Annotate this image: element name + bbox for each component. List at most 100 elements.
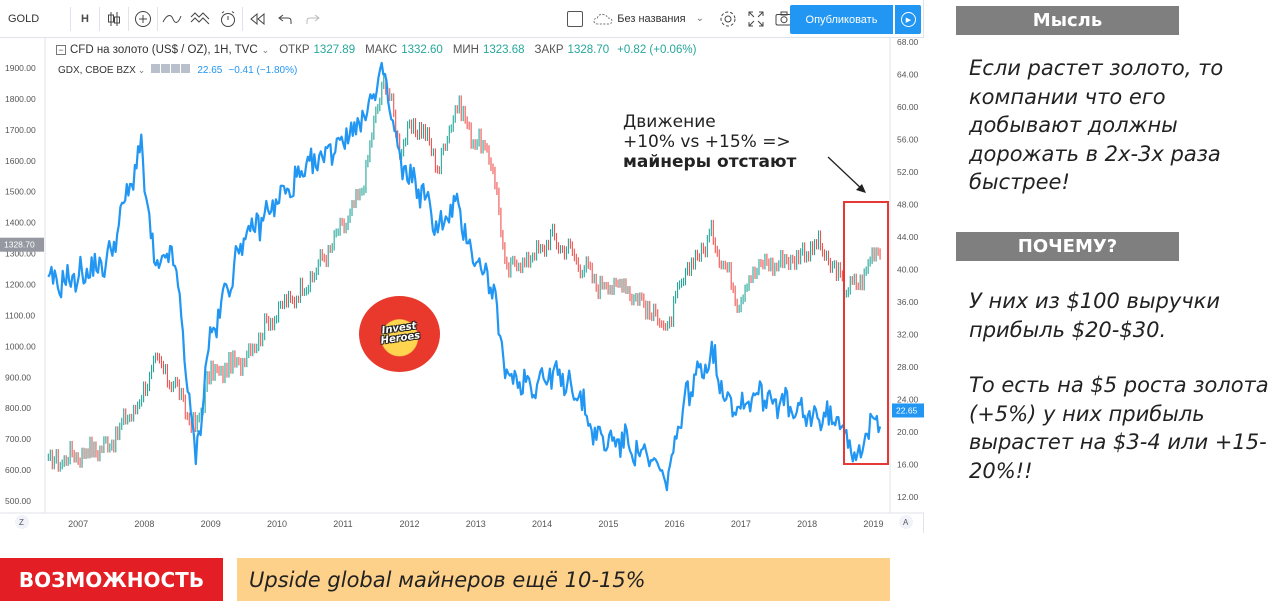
add-indicator-icon[interactable] (129, 0, 157, 38)
why-heading: ПОЧЕМУ? (956, 232, 1179, 261)
right-tick-label: 36.00 (897, 297, 919, 307)
series-controls[interactable] (151, 64, 191, 76)
logo-burst (359, 296, 440, 372)
symbol-search[interactable]: GOLD (8, 12, 40, 25)
x-tick-label: 2010 (267, 519, 287, 529)
scale-button-a[interactable] (899, 515, 913, 529)
chart-annotation: Движение +10% vs +15% => майнеры отстают (623, 112, 796, 172)
right-tick-label: 40.00 (897, 265, 919, 275)
indicators-icon[interactable] (186, 0, 214, 38)
right-tick-label: 64.00 (897, 70, 919, 80)
right-tick-label: 52.00 (897, 167, 919, 177)
x-tick-label: 2014 (532, 519, 552, 529)
annotation-arrowhead (856, 184, 866, 193)
left-tick-label: 1800.00 (5, 94, 36, 104)
x-tick-label: 2007 (68, 519, 88, 529)
scale-button-z-label: Z (19, 518, 24, 527)
publish-button[interactable]: Опубликовать (790, 5, 893, 34)
left-tick-label: 1000.00 (5, 341, 36, 351)
annotation-arrow (827, 156, 865, 192)
left-tick-label: 900.00 (5, 372, 31, 382)
x-tick-label: 2012 (400, 519, 420, 529)
settings-icon[interactable] (161, 64, 171, 73)
gold-price-label-bg (0, 237, 44, 252)
why-text-1: У них из $100 выручки прибыль $20-$30. (969, 289, 1221, 342)
redo-icon[interactable] (299, 0, 327, 38)
scale-button-z[interactable] (15, 515, 29, 529)
main-series-title[interactable]: CFD на золото (US$ / OZ), 1H, TVC (70, 44, 258, 56)
chart-canvas[interactable]: 500.00 600.00 700.00 800.00 900.00 1000.00 110… (0, 0, 924, 533)
layout-icon[interactable] (567, 10, 584, 27)
annotation-line-1: Движение (623, 112, 716, 132)
left-tick-label: 800.00 (5, 403, 31, 413)
chart-panel: 500.00 600.00 700.00 800.00 900.00 1000.00 110… (0, 0, 924, 533)
play-icon: ▶ (900, 12, 916, 27)
close-value: 1328.70 (567, 44, 610, 56)
thought-heading: Мысль (956, 6, 1179, 35)
right-tick-label: 32.00 (897, 330, 919, 340)
left-tick-label: 500.00 (5, 496, 31, 506)
close-icon[interactable] (181, 64, 191, 73)
snapshot-icon[interactable] (770, 0, 798, 38)
annotation-line-3: майнеры отстают (623, 152, 797, 172)
toolbar-divider (242, 6, 243, 31)
chevron-down-icon[interactable]: ⌄ (137, 64, 146, 75)
interval-button[interactable]: H (81, 12, 89, 25)
x-tick-label: 2017 (731, 519, 751, 529)
left-tick-label: 1700.00 (5, 125, 36, 135)
chevron-down-icon[interactable]: ⌄ (695, 13, 704, 24)
gold-price-label: 1328.70 (4, 240, 35, 250)
more-icon[interactable] (171, 64, 181, 73)
right-tick-label: 24.00 (897, 395, 919, 405)
x-tick-label: 2018 (797, 519, 817, 529)
x-tick-label: 2008 (134, 519, 154, 529)
toolbar-divider (157, 6, 158, 31)
left-tick-label: 1300.00 (5, 249, 36, 259)
opportunity-text: Upside global майнеров ещё 10-15% (237, 558, 890, 601)
left-tick-label: 1200.00 (5, 280, 36, 290)
right-axis-area[interactable] (890, 38, 924, 513)
candles-icon[interactable] (100, 0, 128, 38)
left-tick-label: 1100.00 (5, 310, 35, 320)
collapse-icon[interactable]: − (56, 45, 66, 55)
second-series-legend: GDX, CBOE BZX ⌄ 22.65 −0.41 (−1.80%) (58, 64, 297, 76)
second-series-title[interactable]: GDX, CBOE BZX (58, 64, 136, 76)
scale-button-a-label: A (903, 518, 909, 527)
main-series-legend: − CFD на золото (US$ / OZ), 1H, TVC ⌄ ОТ… (56, 44, 696, 56)
left-tick-label: 1400.00 (5, 218, 36, 228)
high-label: МАКС (365, 44, 398, 56)
play-button[interactable]: ▶ (895, 5, 921, 34)
left-tick-label: 1500.00 (5, 187, 36, 197)
toolbar-divider (70, 6, 71, 31)
replay-icon[interactable] (243, 0, 271, 38)
chevron-down-icon[interactable]: ⌄ (261, 44, 270, 55)
high-value: 1332.60 (401, 44, 443, 56)
right-tick-label: 28.00 (897, 362, 919, 372)
left-tick-label: 700.00 (5, 434, 31, 444)
gdx-price-label-bg (892, 403, 924, 418)
low-label: МИН (452, 44, 479, 56)
x-tick-label: 2019 (863, 519, 883, 529)
undo-icon[interactable] (271, 0, 299, 38)
right-tick-label: 16.00 (897, 460, 919, 470)
thought-text: Если растет золото, то компании что его … (969, 56, 1224, 194)
eye-icon[interactable] (151, 64, 161, 73)
gdx-price-label: 22.65 (896, 405, 918, 415)
layout-name[interactable]: Без названия (617, 12, 686, 25)
settings-icon[interactable] (714, 0, 742, 38)
compare-icon[interactable] (158, 0, 186, 38)
toolbar-divider (128, 6, 129, 31)
alert-icon[interactable] (214, 0, 242, 38)
x-tick-label: 2013 (466, 519, 486, 529)
fullscreen-icon[interactable] (742, 0, 770, 38)
x-tick-label: 2016 (665, 519, 685, 529)
right-tick-label: 12.00 (897, 492, 919, 502)
change-value: +0.82 (+0.06%) (617, 44, 697, 56)
left-tick-label: 1900.00 (5, 63, 36, 73)
invest-heroes-logo: Invest Heroes (359, 296, 440, 372)
top-toolbar: GOLD H (0, 0, 924, 38)
annotation-line-2: +10% vs +15% => (623, 132, 791, 152)
x-tick-label: 2015 (598, 519, 618, 529)
left-axis-area[interactable] (0, 38, 45, 513)
second-series-change: −0.41 (−1.80%) (228, 64, 298, 76)
